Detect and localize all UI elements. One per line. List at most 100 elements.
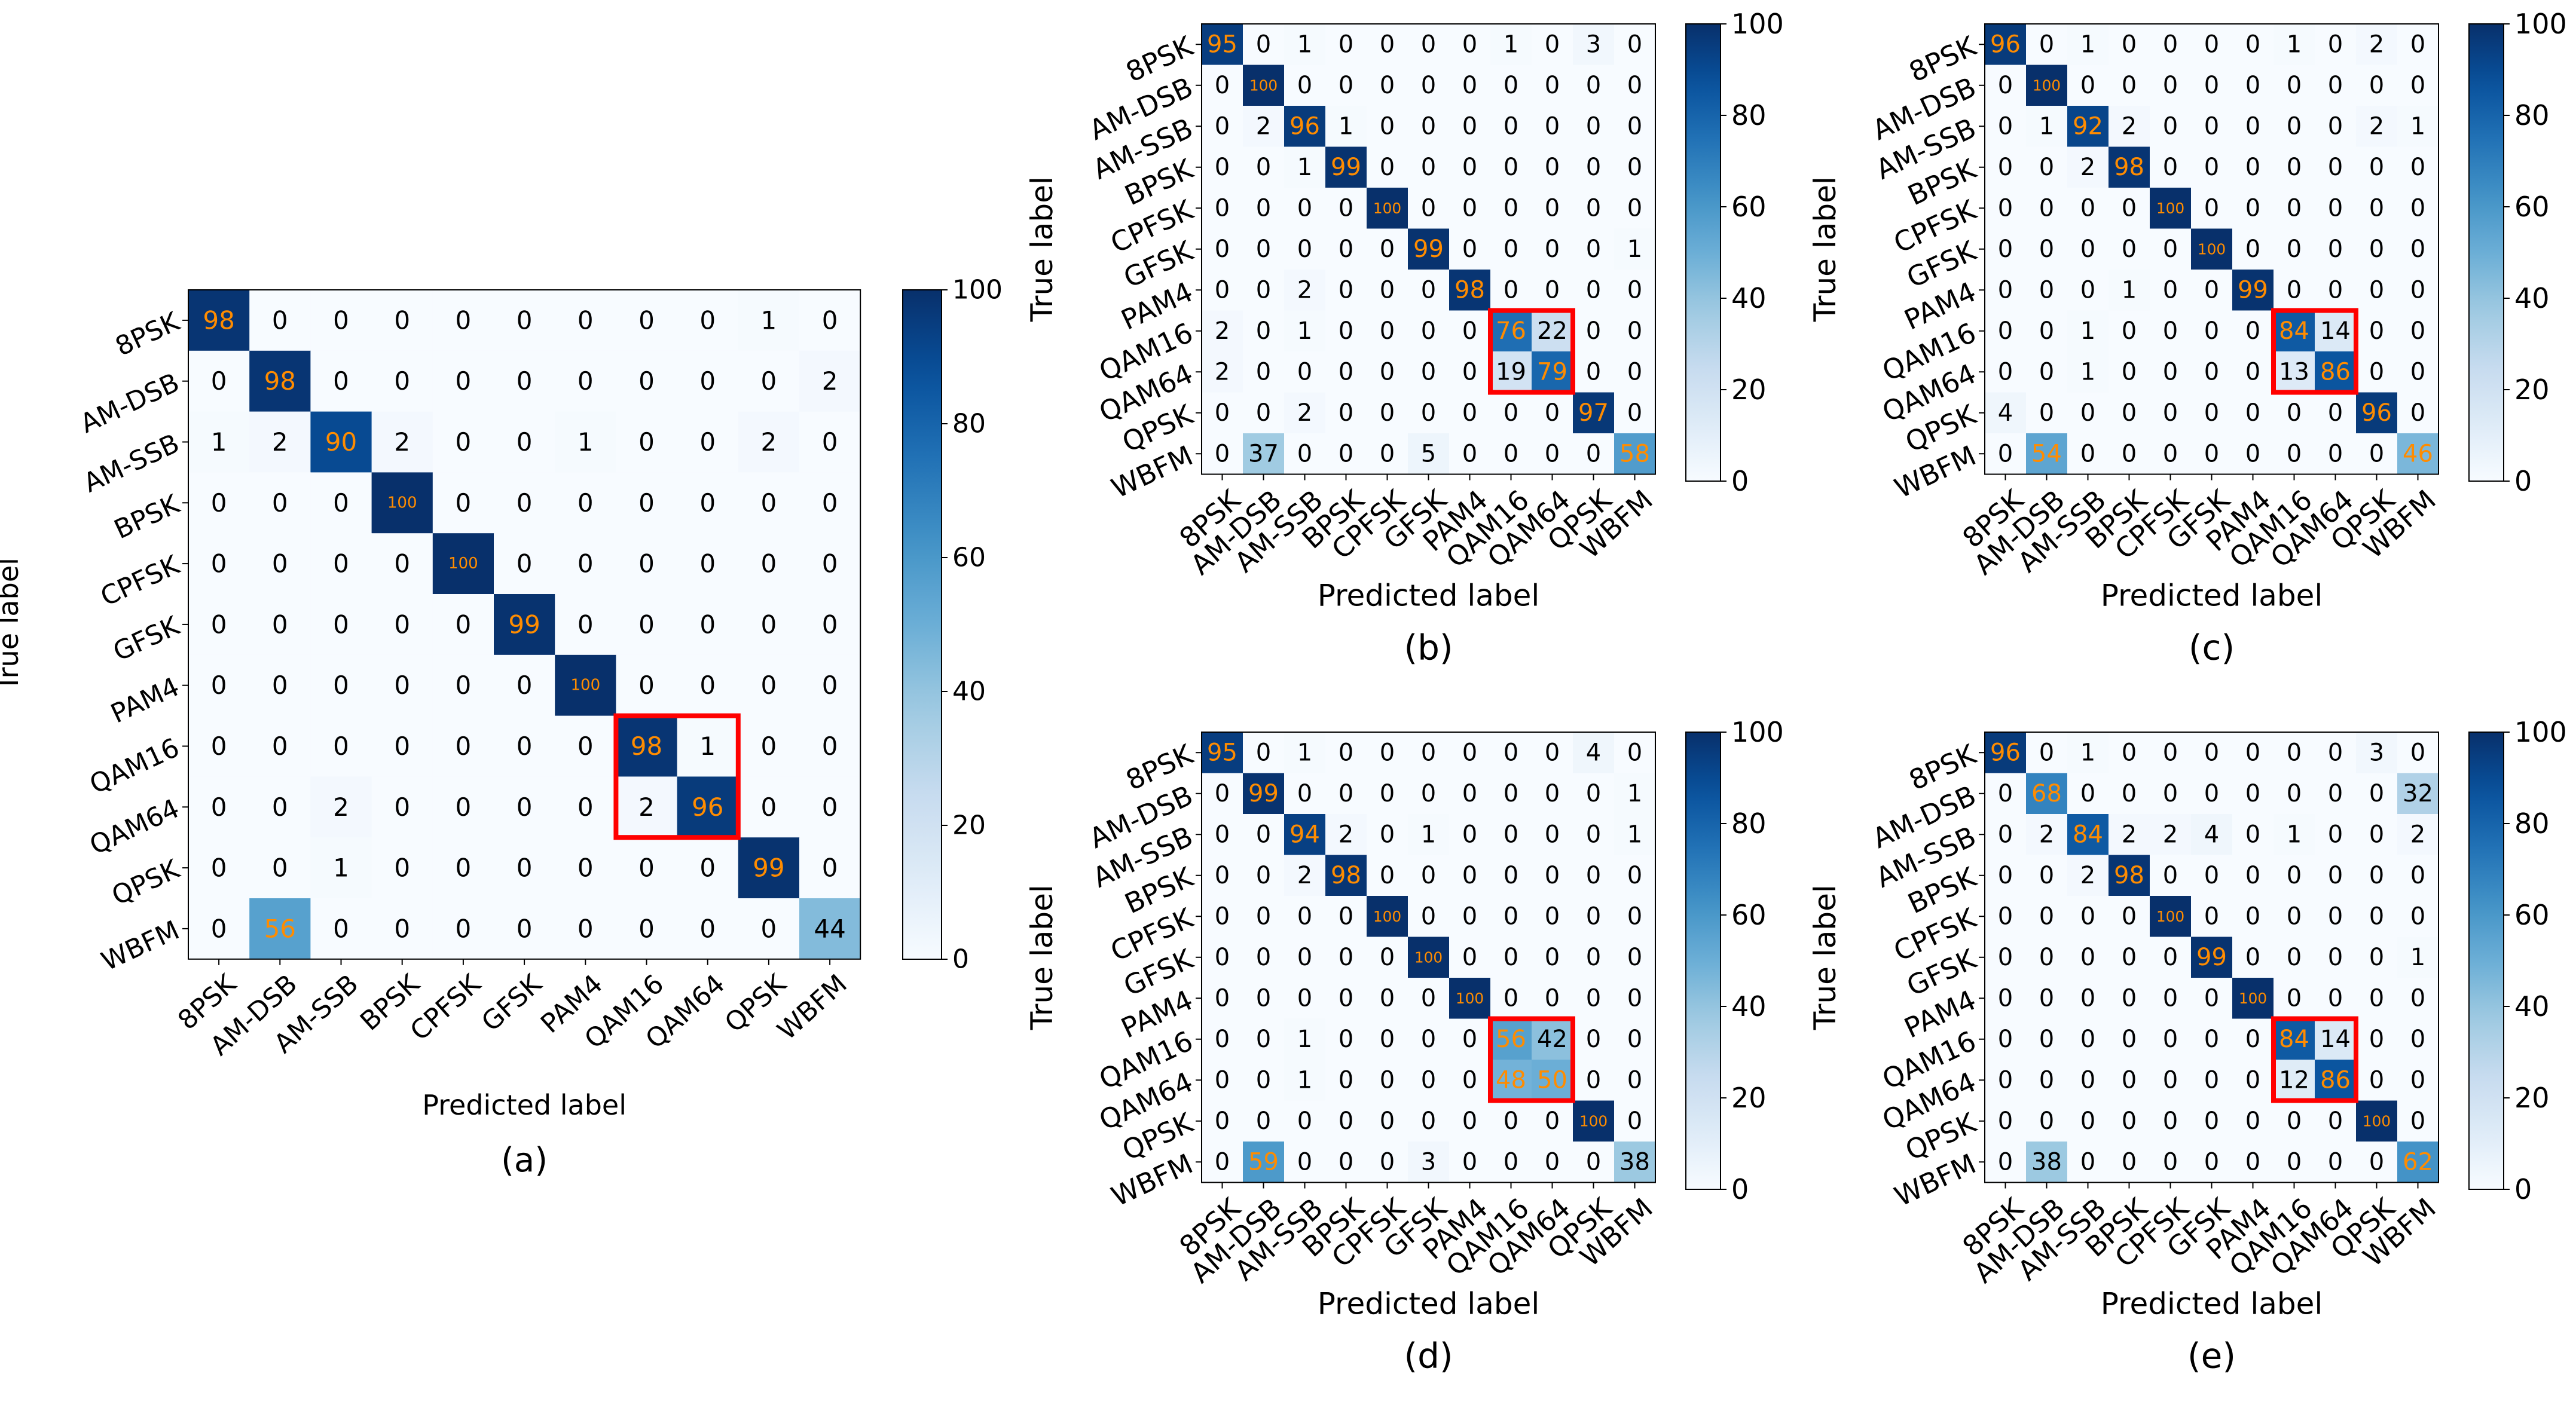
cell-value-label: 0: [2328, 780, 2343, 807]
heatmap-cell: [432, 290, 494, 351]
cell-value-label: 0: [2410, 72, 2425, 99]
heatmap-cell: [2274, 1060, 2315, 1101]
cell-value-label: 0: [1627, 399, 1642, 427]
cell-value-label: 0: [761, 792, 777, 822]
heatmap-cell: [2026, 978, 2068, 1020]
panel-caption: (e): [2187, 1336, 2236, 1376]
colorbar-tick-label: 20: [1731, 1082, 1767, 1114]
heatmap-cell: [2274, 65, 2315, 106]
heatmap-cell: [799, 898, 861, 960]
heatmap-cell: [2026, 814, 2068, 856]
cell-value-label: 0: [2410, 1107, 2425, 1135]
cell-value-label: 84: [2279, 1026, 2309, 1053]
cell-value-label: 0: [2287, 780, 2302, 807]
heatmap-cell: [616, 472, 678, 534]
heatmap-cell: [1202, 773, 1243, 815]
cell-value-label: 0: [2204, 1066, 2219, 1094]
heatmap-cell: [1985, 814, 2027, 856]
cell-value-label: 0: [1380, 1107, 1395, 1135]
cell-value-label: 0: [2369, 862, 2384, 889]
cell-value-label: 0: [2163, 440, 2178, 467]
heatmap-cell: [1532, 1060, 1573, 1101]
cell-value-label: 0: [2039, 1026, 2054, 1053]
cell-value-label: 0: [1627, 739, 1642, 766]
colorbar: [2468, 23, 2504, 482]
heatmap-cell: [2397, 24, 2439, 66]
cell-value-label: 0: [2245, 399, 2260, 427]
heatmap-cell: [2315, 732, 2357, 774]
cell-value-label: 76: [1496, 317, 1526, 345]
heatmap-cell: [2109, 392, 2150, 434]
heatmap-cell: [1614, 1018, 1656, 1060]
cell-value-label: 0: [2410, 739, 2425, 766]
cell-value-label: 0: [1297, 440, 1312, 467]
cell-value-label: 0: [2204, 30, 2219, 58]
cell-value-label: 0: [1586, 440, 1601, 467]
heatmap-cell: [2274, 732, 2315, 774]
x-axis-label: Predicted label: [1318, 1287, 1540, 1321]
cell-value-label: 0: [2410, 276, 2425, 304]
heatmap-cell: [2150, 270, 2192, 311]
heatmap-cell: [2191, 228, 2233, 270]
cell-value-label: 0: [2245, 235, 2260, 263]
heatmap-cell: [555, 715, 616, 777]
cell-value-label: 0: [2163, 154, 2178, 181]
colorbar: [1685, 732, 1721, 1190]
heatmap-cell: [677, 290, 739, 351]
heatmap-cell: [2150, 351, 2192, 393]
cell-value-label: 0: [699, 488, 716, 518]
cell-value-label: 0: [638, 305, 655, 335]
heatmap-cell: [371, 715, 433, 777]
colorbar-tick-label: 40: [2514, 282, 2550, 314]
cell-value-label: 1: [1627, 780, 1642, 807]
heatmap-cell: [1284, 896, 1326, 938]
cell-value-label: 0: [1339, 944, 1353, 971]
cell-value-label: 0: [2080, 1148, 2095, 1176]
heatmap-cell: [1573, 937, 1615, 978]
heatmap-cell: [2026, 24, 2068, 66]
heatmap-cell: [1243, 24, 1285, 66]
cell-value-label: 2: [1297, 862, 1312, 889]
cell-value-label: 0: [1462, 1026, 1477, 1053]
heatmap-cell: [616, 898, 678, 960]
heatmap-cell: [2315, 310, 2357, 352]
cell-value-label: 2: [1339, 821, 1353, 848]
heatmap-cell: [2232, 433, 2274, 475]
cell-value-label: 0: [1462, 821, 1477, 848]
cell-value-label: 0: [211, 549, 227, 579]
heatmap-cell: [2109, 1142, 2150, 1183]
cell-value-label: 0: [577, 549, 594, 579]
heatmap-cell: [1614, 1100, 1656, 1142]
heatmap-cell: [738, 533, 800, 595]
cell-value-label: 0: [577, 853, 594, 883]
heatmap-cell: [2191, 24, 2233, 66]
cell-value-label: 0: [517, 853, 533, 883]
heatmap-cell: [1325, 732, 1367, 774]
cell-value-label: 0: [2039, 276, 2054, 304]
cell-value-label: 0: [394, 610, 410, 639]
cell-value-label: 0: [1215, 112, 1230, 140]
heatmap-cell: [1408, 228, 1450, 270]
heatmap-cell: [2150, 1060, 2192, 1101]
heatmap-cell: [1985, 188, 2027, 229]
colorbar-tick-label: 40: [1731, 282, 1767, 314]
heatmap-cell: [2067, 773, 2109, 815]
cell-value-label: 0: [2369, 780, 2384, 807]
cell-value-label: 0: [2328, 440, 2343, 467]
cell-value-label: 0: [2245, 1066, 2260, 1094]
cell-value-label: 0: [211, 732, 227, 761]
cell-value-label: 1: [2080, 30, 2095, 58]
heatmap-cell: [1408, 65, 1450, 106]
cell-value-label: 0: [2328, 399, 2343, 427]
heatmap-cell: [2274, 24, 2315, 66]
heatmap-cell: [1532, 1142, 1573, 1183]
cell-value-label: 90: [325, 427, 357, 457]
cell-value-label: 0: [699, 427, 716, 457]
cell-value-label: 1: [1421, 821, 1436, 848]
heatmap-cell: [1490, 978, 1532, 1020]
cell-value-label: 0: [1380, 235, 1395, 263]
heatmap-cell: [2397, 351, 2439, 393]
cell-value-label: 99: [753, 853, 784, 883]
heatmap-cell: [2356, 65, 2398, 106]
cell-value-label: 0: [638, 427, 655, 457]
